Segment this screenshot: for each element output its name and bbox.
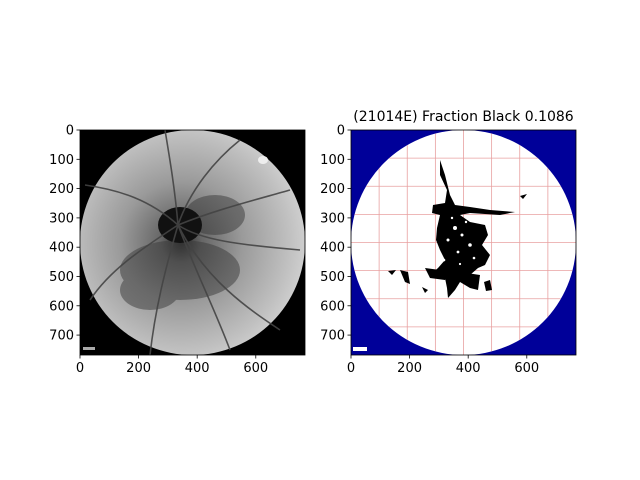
left-y-tick-label: 300 (49, 211, 74, 226)
right-y-tick-label: 200 (320, 182, 345, 197)
dark-pixel-mask (388, 155, 548, 298)
left-y-tick-label: 100 (49, 153, 74, 168)
right-y-tick-label: 400 (320, 241, 345, 256)
right-y-axis: 0 100 200 300 400 500 600 700 (320, 124, 351, 344)
right-y-tick-label: 0 (337, 124, 345, 139)
left-y-tick-label: 700 (49, 329, 74, 344)
right-panel: (21014E) Fraction Black 0.1086 (320, 109, 577, 376)
left-x-axis: 0 200 400 600 (76, 355, 268, 376)
right-y-tick-label: 300 (320, 211, 345, 226)
right-x-tick-label: 400 (456, 361, 481, 376)
left-y-tick-label: 0 (66, 124, 74, 139)
right-panel-title: (21014E) Fraction Black 0.1086 (353, 109, 573, 125)
right-y-tick-label: 700 (320, 329, 345, 344)
left-panel: 0 200 400 600 0 100 200 300 400 500 600 700 (49, 124, 306, 376)
right-x-tick-label: 600 (514, 361, 539, 376)
left-y-axis: 0 100 200 300 400 500 600 700 (49, 124, 80, 344)
right-x-tick-label: 0 (347, 361, 355, 376)
right-y-tick-label: 100 (320, 153, 345, 168)
left-x-tick-label: 0 (76, 361, 84, 376)
left-y-tick-label: 200 (49, 182, 74, 197)
right-y-tick-label: 600 (320, 299, 345, 314)
right-x-tick-label: 200 (397, 361, 422, 376)
left-x-tick-label: 400 (185, 361, 210, 376)
right-x-axis: 0 200 400 600 (347, 355, 539, 376)
fundus-image (80, 130, 305, 355)
right-y-tick-label: 500 (320, 270, 345, 285)
mask-image (351, 130, 576, 355)
left-y-tick-label: 400 (49, 241, 74, 256)
left-y-tick-label: 500 (49, 270, 74, 285)
left-x-tick-label: 600 (243, 361, 268, 376)
left-y-tick-label: 600 (49, 299, 74, 314)
left-x-tick-label: 200 (126, 361, 151, 376)
